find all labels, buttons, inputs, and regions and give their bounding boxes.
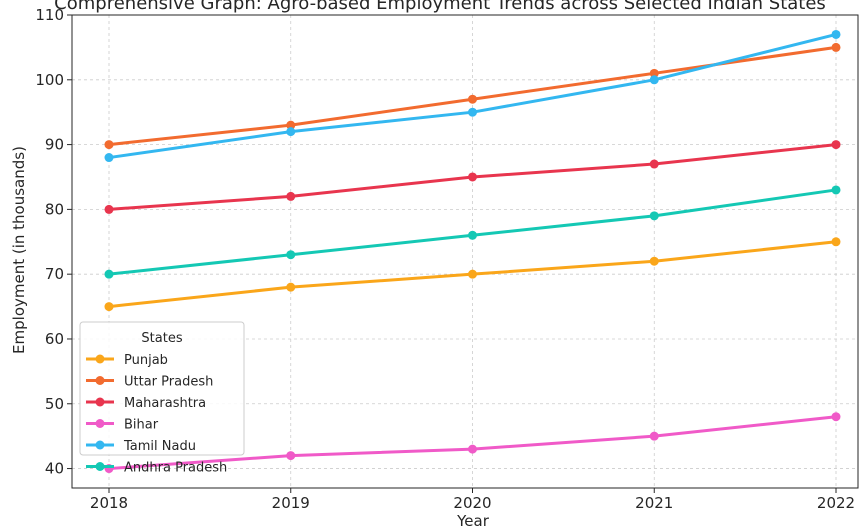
- data-point: [831, 29, 841, 39]
- y-tick-label: 60: [45, 330, 64, 348]
- legend-marker: [95, 376, 105, 385]
- data-point: [104, 302, 114, 312]
- series-bihar: [104, 412, 841, 474]
- legend-title: States: [141, 331, 182, 346]
- y-tick-label: 100: [35, 71, 64, 89]
- data-point: [649, 256, 659, 266]
- y-axis-label: Employment (in thousands): [10, 146, 28, 354]
- data-point: [104, 269, 114, 279]
- data-point: [286, 282, 296, 292]
- legend: States Punjab Uttar Pradesh Maharashtra Biha…: [79, 321, 245, 476]
- legend-marker: [95, 397, 105, 407]
- series-maharashtra: [104, 140, 841, 214]
- legend-label: Maharashtra: [124, 396, 206, 411]
- legend-marker: [95, 354, 105, 364]
- legend-label: Punjab: [124, 353, 168, 368]
- data-point: [286, 191, 296, 201]
- legend-item: Uttar Pradesh: [86, 375, 213, 390]
- legend-item: Bihar: [86, 418, 159, 433]
- data-point: [286, 250, 296, 260]
- data-point: [468, 269, 477, 279]
- data-point: [286, 451, 296, 461]
- data-point: [286, 120, 296, 130]
- data-point: [468, 230, 477, 240]
- y-tick-label: 50: [45, 395, 64, 413]
- legend-label: Tamil Nadu: [123, 439, 196, 454]
- x-tick-label: 2020: [453, 494, 491, 512]
- data-point: [831, 412, 841, 422]
- data-point: [104, 140, 114, 150]
- data-point: [104, 153, 114, 163]
- legend-label: Andhra Pradesh: [124, 461, 227, 476]
- legend-item: Punjab: [86, 353, 168, 368]
- y-tick-label: 80: [45, 200, 64, 218]
- legend-marker: [95, 419, 105, 428]
- data-point: [831, 140, 841, 150]
- data-point: [286, 127, 296, 137]
- legend-item: Maharashtra: [86, 396, 206, 411]
- data-point: [468, 172, 477, 182]
- data-point: [649, 159, 659, 169]
- data-point: [831, 185, 841, 195]
- data-point: [649, 68, 659, 78]
- x-axis-ticks: 2018 2019 2020 2021 2022: [90, 488, 855, 512]
- legend-label: Bihar: [124, 418, 159, 433]
- data-point: [831, 237, 841, 247]
- x-tick-label: 2019: [272, 494, 310, 512]
- y-tick-label: 110: [35, 6, 64, 24]
- legend-item: Andhra Pradesh: [86, 461, 227, 476]
- y-tick-label: 70: [45, 265, 64, 283]
- chart-title: Comprehensive Graph: Agro-based Employme…: [54, 0, 826, 14]
- legend-label: Uttar Pradesh: [124, 375, 213, 390]
- x-tick-label: 2018: [90, 494, 128, 512]
- x-tick-label: 2022: [817, 494, 855, 512]
- plot-frame: [71, 14, 859, 489]
- data-point: [468, 107, 477, 117]
- series-andhra-pradesh: [104, 185, 841, 279]
- legend-item: Tamil Nadu: [86, 439, 196, 454]
- x-tick-label: 2021: [635, 494, 673, 512]
- data-point: [649, 431, 659, 441]
- series-punjab: [104, 237, 841, 312]
- data-point: [468, 94, 477, 104]
- data-point: [468, 444, 477, 454]
- y-tick-label: 40: [45, 460, 64, 478]
- x-axis-label: Year: [456, 512, 490, 530]
- data-point: [649, 211, 659, 221]
- legend-box: [79, 321, 245, 456]
- legend-marker: [95, 440, 105, 450]
- y-tick-label: 90: [45, 136, 64, 154]
- y-axis-ticks: 40 50 60 70 80 90 100 110: [35, 6, 72, 478]
- series-layer: [104, 29, 841, 474]
- data-point: [104, 204, 114, 214]
- series-tamil-nadu: [104, 29, 841, 163]
- legend-marker: [95, 462, 105, 471]
- data-point: [649, 75, 659, 85]
- data-point: [831, 42, 841, 52]
